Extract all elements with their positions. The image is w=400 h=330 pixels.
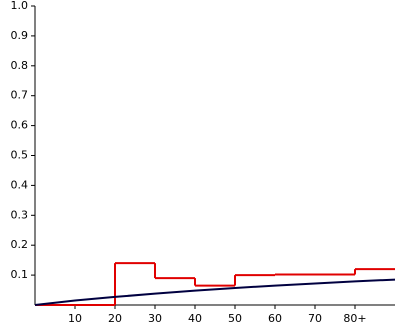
- x-tick-label: 40: [188, 312, 202, 325]
- x-tick-label: 10: [68, 312, 82, 325]
- y-tick-label: 0.5: [11, 149, 29, 162]
- x-tick-label: 60: [268, 312, 282, 325]
- y-tick-label: 0.7: [11, 89, 29, 102]
- x-tick-label: 70: [308, 312, 322, 325]
- y-tick-label: 0.9: [11, 29, 29, 42]
- x-tick-label: 80+: [343, 312, 366, 325]
- y-tick-label: 0.2: [11, 238, 29, 251]
- y-tick-label: 0.4: [11, 178, 29, 191]
- x-tick-label: 20: [108, 312, 122, 325]
- y-tick-label: 0.1: [11, 268, 29, 281]
- y-tick-label: 0.6: [11, 119, 29, 132]
- x-tick-label: 50: [228, 312, 242, 325]
- y-tick-label: 1.0: [11, 0, 29, 12]
- x-tick-label: 30: [148, 312, 162, 325]
- y-tick-label: 0.8: [11, 59, 29, 72]
- y-tick-label: 0.3: [11, 208, 29, 221]
- line-series: [34, 278, 396, 306]
